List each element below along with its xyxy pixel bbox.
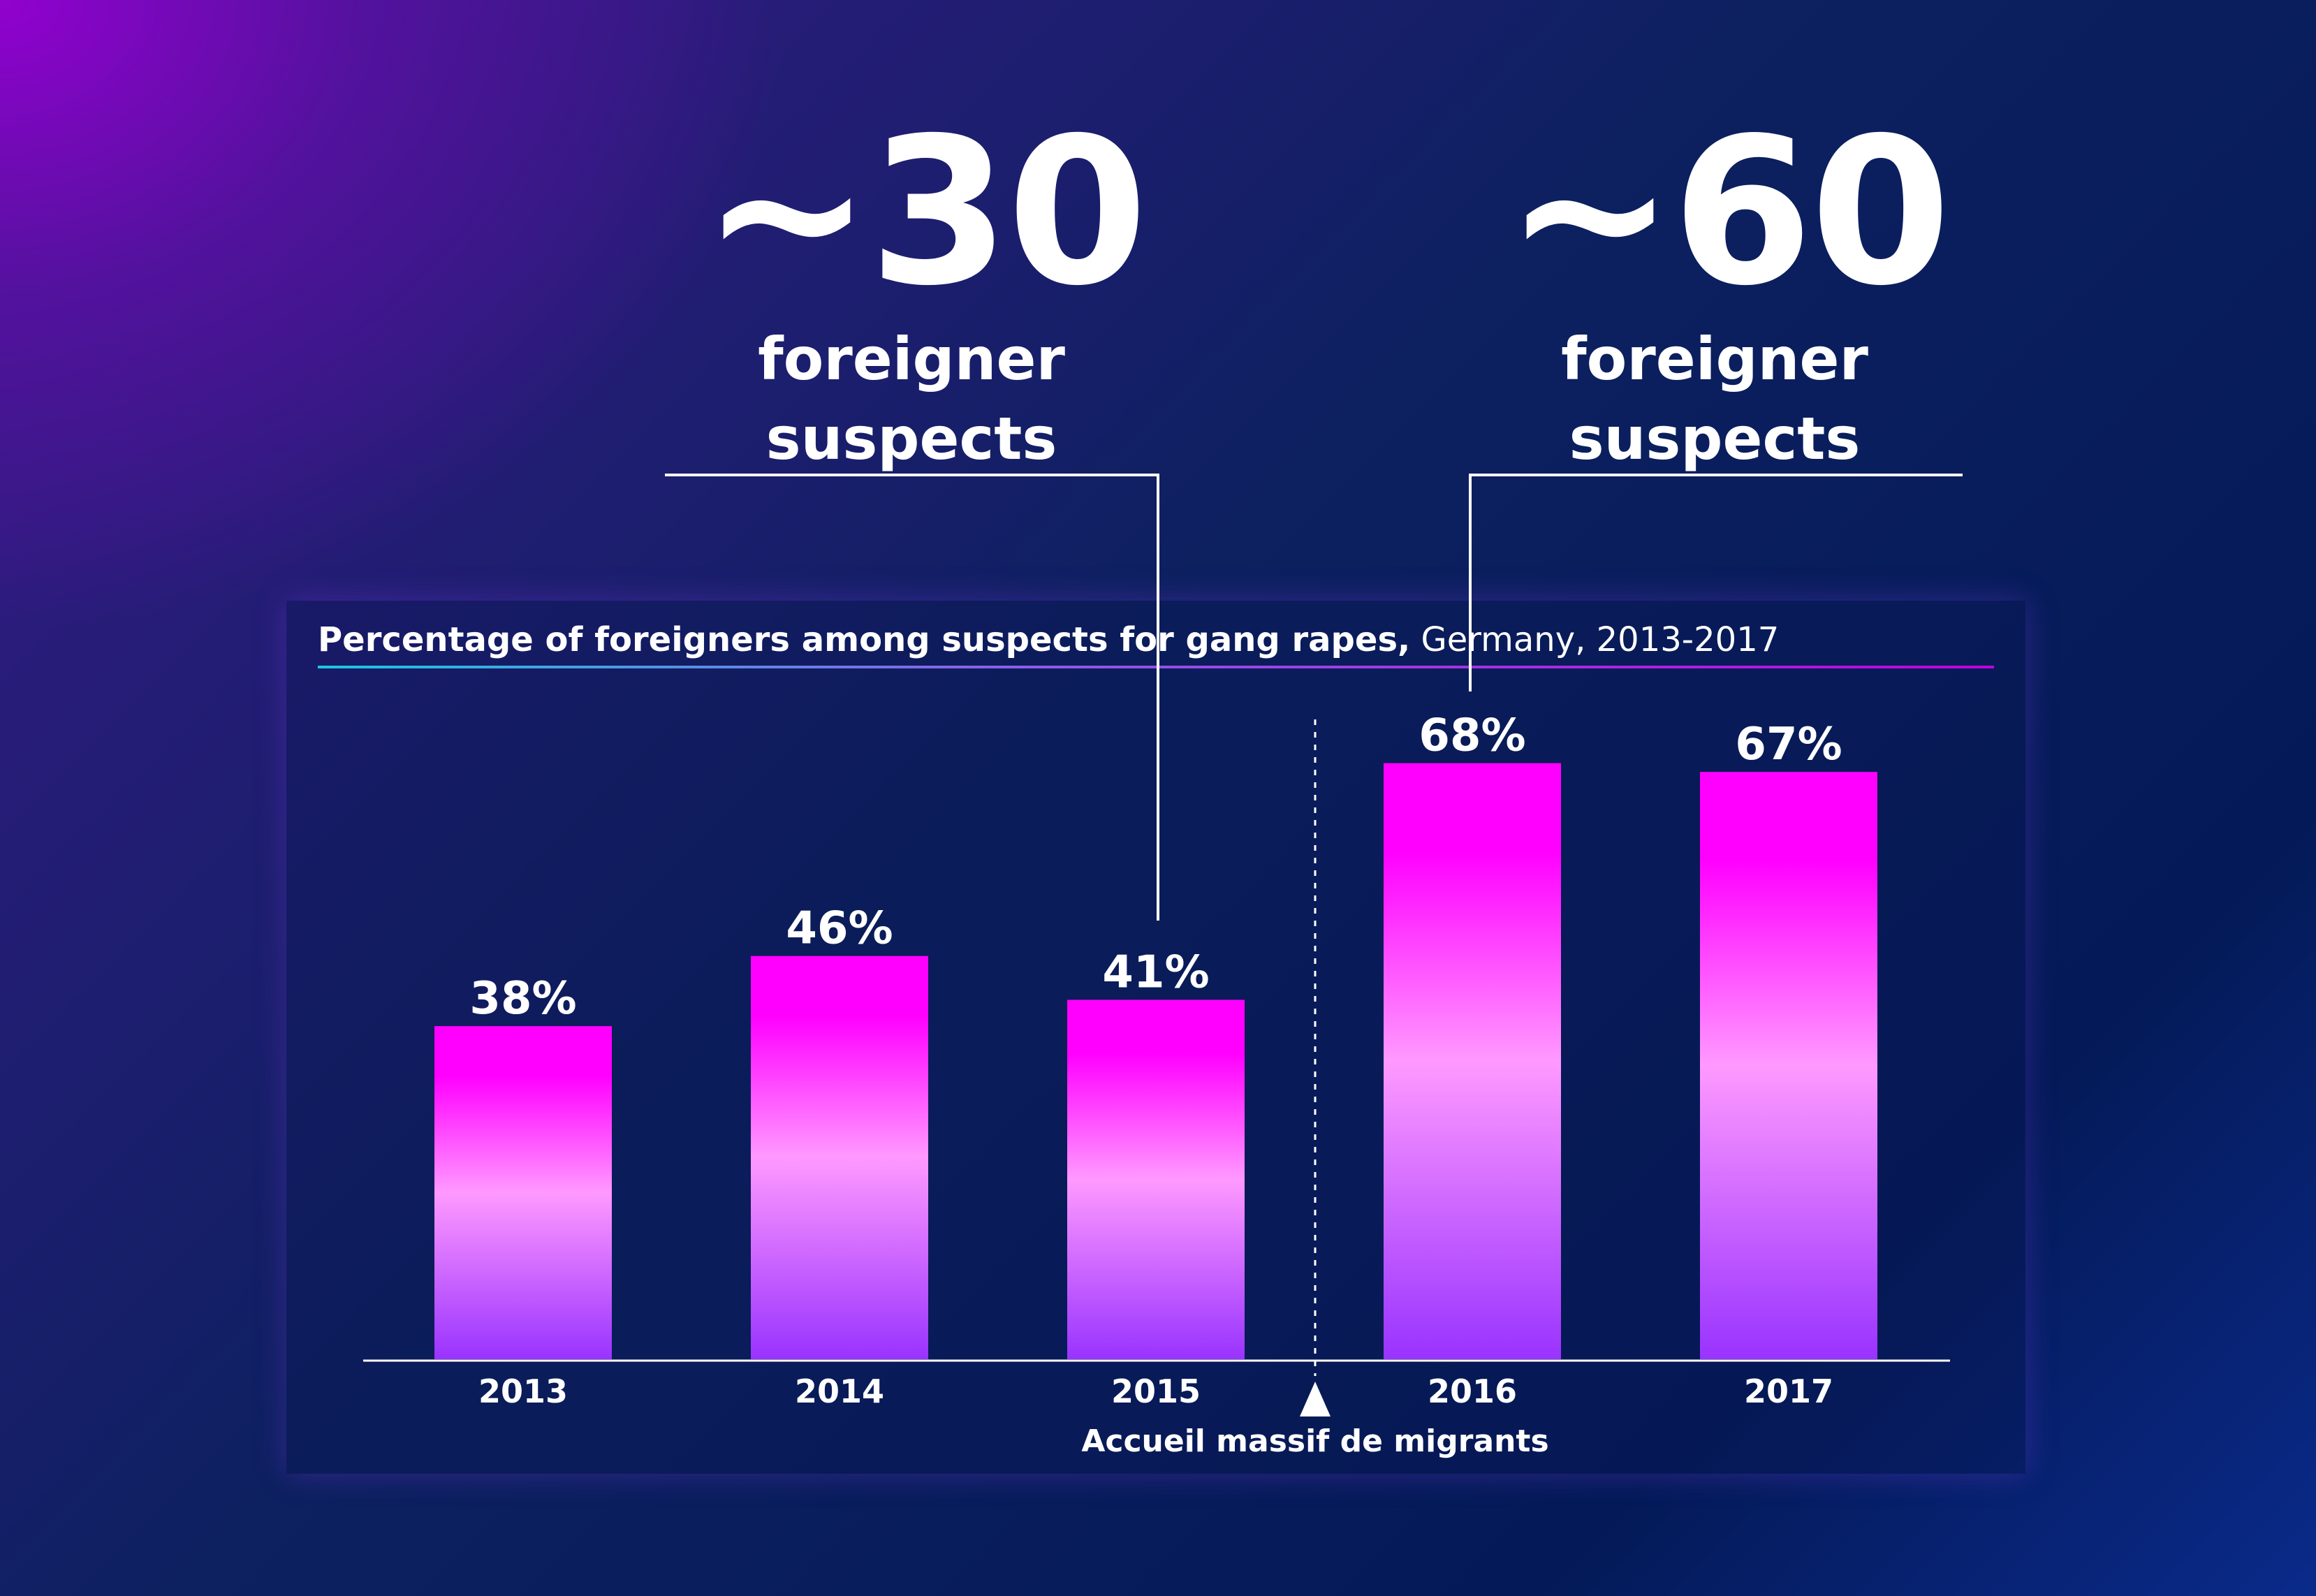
value-label-2017: 67% [1735, 719, 1842, 770]
bar-2014 [751, 956, 928, 1359]
annotation-label: Accueil massif de migrants [1081, 1423, 1548, 1459]
callout-leader-lines [665, 474, 1963, 921]
value-label-2013: 38% [469, 973, 576, 1025]
annotation-marker-icon [1300, 1382, 1331, 1416]
bar-2013 [434, 1026, 612, 1359]
title-underline [318, 666, 1994, 668]
bar-2016 [1384, 763, 1561, 1359]
value-label-2016: 68% [1419, 710, 1525, 762]
bar-2015 [1067, 1000, 1245, 1359]
callout-label-line2: suspects [1569, 404, 1861, 473]
chart-title: Percentage of foreigners among suspects … [318, 620, 1779, 659]
callout-value: ~60 [1505, 95, 1951, 330]
value-label-2014: 46% [786, 903, 893, 955]
x-tick-2014: 2014 [795, 1372, 884, 1410]
x-tick-2015: 2015 [1111, 1372, 1201, 1410]
callout-pre-2016: ~30 foreigner suspects [702, 95, 1148, 474]
callout-post-2016: ~60 foreigner suspects [1505, 95, 1951, 474]
callout-label-line1: foreigner [758, 325, 1065, 393]
x-tick-2013: 2013 [478, 1372, 568, 1410]
x-tick-2017: 2017 [1744, 1372, 1833, 1410]
callout-label-line1: foreigner [1561, 325, 1868, 393]
callout-label-line2: suspects [765, 404, 1057, 473]
chart-title-rest: Germany, 2013-2017 [1410, 620, 1780, 659]
callout-value: ~30 [702, 95, 1148, 330]
value-label-2015: 41% [1102, 946, 1209, 998]
chart-title-bold: Percentage of foreigners among suspects … [318, 620, 1411, 659]
leader-line-right [1469, 474, 1963, 691]
x-tick-2016: 2016 [1428, 1372, 1517, 1410]
leader-line-left [665, 474, 1159, 921]
bar-2017 [1700, 772, 1877, 1359]
